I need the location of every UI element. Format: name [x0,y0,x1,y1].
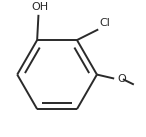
Text: OH: OH [31,2,48,12]
Text: O: O [118,74,126,84]
Text: Cl: Cl [100,18,110,28]
